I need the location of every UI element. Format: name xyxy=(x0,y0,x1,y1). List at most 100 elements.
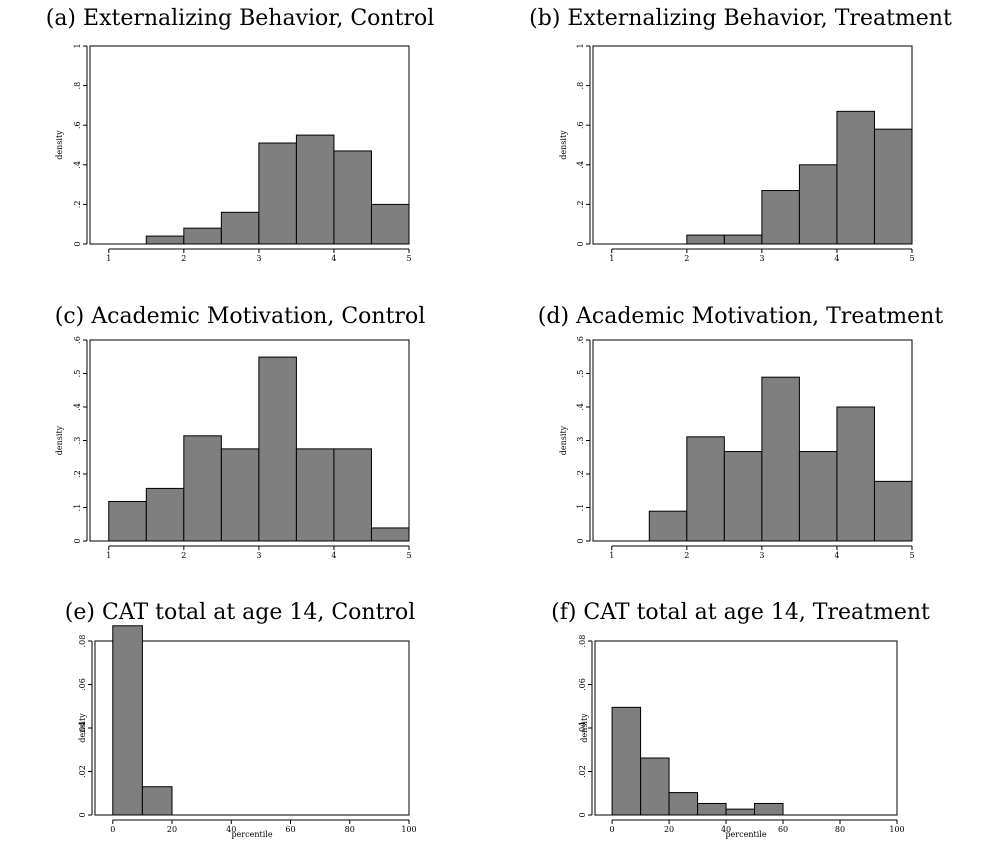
y-tick-label: .1 xyxy=(73,504,82,512)
histogram-bar xyxy=(333,448,372,542)
x-tick-label: 3 xyxy=(256,254,261,263)
histogram-bar xyxy=(723,234,763,245)
panel-title: (c) Academic Motivation, Control xyxy=(54,304,426,329)
y-tick-label: 0 xyxy=(576,241,585,246)
histogram-chart: 0 .2 .4 .6 .8 1 density 1 2 3 4 5 xyxy=(55,43,412,263)
x-tick-label: 100 xyxy=(889,825,904,834)
x-tick-label: 2 xyxy=(684,254,689,263)
x-tick-label: 2 xyxy=(181,551,186,560)
y-tick-label: .06 xyxy=(78,678,87,691)
x-tick-label: 1 xyxy=(609,254,614,263)
histogram-bar xyxy=(611,706,642,816)
panel-title: (f) CAT total at age 14, Treatment xyxy=(551,600,930,625)
histogram-chart: 0 .2 .4 .6 .8 1 density 1 2 3 4 5 xyxy=(559,43,915,263)
y-tick-label: 0 xyxy=(73,241,82,246)
y-tick-label: .2 xyxy=(73,201,82,209)
x-tick-label: 3 xyxy=(759,551,764,560)
x-tick-label: 4 xyxy=(331,254,336,263)
histogram-bar xyxy=(697,802,727,816)
x-axis-title: percentile xyxy=(231,830,272,839)
histogram-bar xyxy=(295,448,335,542)
histogram-bar xyxy=(754,802,784,816)
y-axis-title: density xyxy=(559,130,568,160)
y-tick-label: .04 xyxy=(578,722,587,735)
x-tick-label: 60 xyxy=(285,825,295,834)
histogram-bar xyxy=(141,786,173,816)
x-tick-label: 5 xyxy=(909,254,914,263)
y-tick-label: .06 xyxy=(578,678,587,691)
y-axis-title: density xyxy=(55,130,64,160)
y-tick-label: 0 xyxy=(73,538,82,543)
x-tick-label: 4 xyxy=(834,551,839,560)
histogram-chart: 0 .02 .04 .06 .08 density 0 20 40 60 80 100 percenti… xyxy=(78,625,417,839)
histogram-bar xyxy=(668,792,699,816)
x-tick-label: 1 xyxy=(106,551,111,560)
histogram-chart: 0 .02 .04 .06 .08 density 0 20 40 60 80 100 percenti… xyxy=(578,635,905,839)
y-tick-label: .4 xyxy=(73,403,82,411)
y-tick-label: .3 xyxy=(576,437,585,445)
histogram-bar xyxy=(370,527,410,542)
x-tick-label: 4 xyxy=(834,254,839,263)
histogram-bar xyxy=(648,510,688,542)
x-tick-label: 5 xyxy=(406,254,411,263)
y-tick-label: .04 xyxy=(78,722,87,735)
x-tick-label: 20 xyxy=(664,825,674,834)
panel-d: (d) Academic Motivation, Treatment 0 .1 .2… xyxy=(492,298,989,568)
y-tick-label: .3 xyxy=(73,437,82,445)
histogram-bar xyxy=(108,500,147,542)
y-axis-title: density xyxy=(559,425,568,455)
histogram-bar xyxy=(220,211,260,245)
x-tick-label: 1 xyxy=(106,254,111,263)
y-tick-label: .08 xyxy=(578,635,587,648)
panel-title: (e) CAT total at age 14, Control xyxy=(64,600,416,625)
histogram-bar xyxy=(370,203,410,245)
y-tick-label: .08 xyxy=(78,635,87,648)
x-tick-label: 3 xyxy=(256,551,261,560)
y-tick-label: .2 xyxy=(576,201,585,209)
panel-f: (f) CAT total at age 14, Treatment 0 .02.… xyxy=(492,594,989,846)
panel-c: (c) Academic Motivation, Control 0 .1 .2 .3… xyxy=(0,298,480,568)
y-tick-label: .4 xyxy=(576,403,585,411)
y-axis-title: density xyxy=(580,713,589,743)
y-axis-title: density xyxy=(55,425,64,455)
panel-title: (b) Externalizing Behavior, Treatment xyxy=(529,6,952,31)
x-tick-label: 0 xyxy=(610,825,615,834)
y-tick-label: .8 xyxy=(73,82,82,90)
histogram-bar xyxy=(873,128,913,245)
y-tick-label: .6 xyxy=(73,121,82,129)
histogram-bar xyxy=(258,356,297,542)
x-tick-label: 80 xyxy=(345,825,355,834)
x-tick-label: 40 xyxy=(226,825,236,834)
x-tick-label: 80 xyxy=(835,825,845,834)
histogram-chart: 0 .1 .2 .3 .4 .5 .6 density 1 2 3 4 5 xyxy=(55,336,412,560)
x-axis-title: percentile xyxy=(725,830,766,839)
y-tick-label: 0 xyxy=(576,538,585,543)
histogram-bar xyxy=(183,227,222,245)
x-tick-label: 4 xyxy=(331,551,336,560)
histogram-bar xyxy=(333,150,372,245)
histogram-bar xyxy=(686,436,725,542)
histogram-bar xyxy=(686,234,725,245)
histogram-bar xyxy=(183,435,222,542)
histogram-bar xyxy=(836,110,875,245)
panel-b: (b) Externalizing Behavior, Treatment 0.… xyxy=(492,0,989,270)
y-tick-label: .8 xyxy=(576,82,585,90)
y-axis-title: density xyxy=(78,713,87,743)
histogram-bar xyxy=(145,487,185,542)
y-tick-label: .02 xyxy=(78,765,87,778)
x-tick-label: 5 xyxy=(909,551,914,560)
histogram-bar xyxy=(761,376,800,542)
y-tick-label: .6 xyxy=(576,121,585,129)
y-tick-label: .2 xyxy=(576,470,585,478)
y-tick-label: 1 xyxy=(576,43,585,48)
y-tick-label: 1 xyxy=(73,43,82,48)
y-tick-label: .6 xyxy=(73,336,82,344)
x-tick-label: 40 xyxy=(721,825,731,834)
y-tick-label: 0 xyxy=(578,812,587,817)
x-tick-label: 5 xyxy=(406,551,411,560)
x-tick-label: 3 xyxy=(759,254,764,263)
x-tick-label: 1 xyxy=(609,551,614,560)
x-tick-label: 2 xyxy=(684,551,689,560)
histogram-bar xyxy=(873,480,913,542)
histogram-bar xyxy=(723,451,763,542)
